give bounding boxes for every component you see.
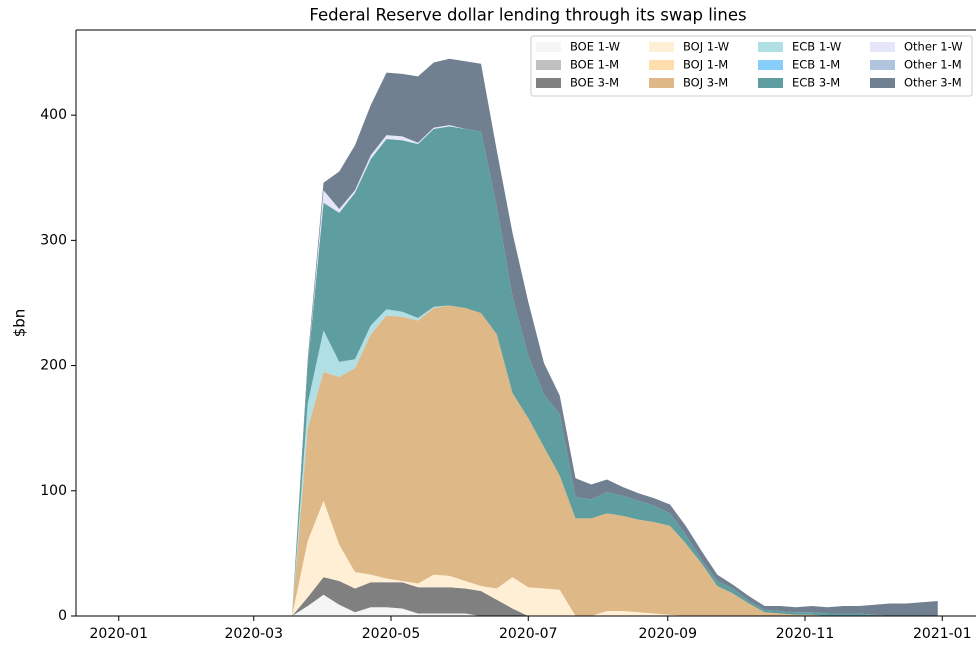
legend-swatch <box>758 78 783 88</box>
legend-swatch <box>870 60 895 70</box>
legend-swatch <box>536 78 561 88</box>
x-tick-label: 2020-07 <box>499 626 558 642</box>
legend-box <box>530 35 973 97</box>
x-tick-label: 2020-11 <box>776 626 835 642</box>
legend-label: Other 1-M <box>904 58 962 72</box>
legend-label: ECB 3-M <box>792 76 840 90</box>
legend-swatch <box>758 42 783 52</box>
x-tick-label: 2020-09 <box>639 626 698 642</box>
legend-label: Other 1-W <box>904 40 963 54</box>
x-tick-label: 2020-05 <box>362 626 421 642</box>
legend-swatch <box>536 42 561 52</box>
x-tick-label: 2020-01 <box>90 626 149 642</box>
y-tick-label: 0 <box>58 608 67 624</box>
y-tick-label: 100 <box>40 483 67 499</box>
legend-swatch <box>870 42 895 52</box>
x-tick-label: 2020-03 <box>225 626 284 642</box>
legend-swatch <box>758 60 783 70</box>
legend-swatch <box>649 42 674 52</box>
area <box>292 577 938 616</box>
y-axis-label: $bn <box>11 309 29 338</box>
area <box>292 126 938 616</box>
area <box>292 305 938 616</box>
y-tick-label: 300 <box>40 232 67 248</box>
y-tick-label: 400 <box>40 107 67 123</box>
legend-label: BOJ 1-W <box>683 40 729 54</box>
legend-label: BOJ 1-M <box>683 58 728 72</box>
legend-swatch <box>536 60 561 70</box>
legend-swatch <box>870 78 895 88</box>
legend-label: ECB 1-M <box>792 58 840 72</box>
legend-swatch <box>649 78 674 88</box>
chart-title: Federal Reserve dollar lending through i… <box>309 6 746 25</box>
legend-label: BOJ 3-M <box>683 76 728 90</box>
x-tick-label: 2021-01 <box>913 626 972 642</box>
y-tick-label: 200 <box>40 358 67 374</box>
legend-label: BOE 1-M <box>570 58 619 72</box>
legend-label: Other 3-M <box>904 76 962 90</box>
legend-label: BOE 3-M <box>570 76 619 90</box>
area <box>292 594 938 616</box>
area <box>292 500 938 616</box>
legend-label: ECB 1-W <box>792 40 841 54</box>
legend-label: BOE 1-W <box>570 40 620 54</box>
legend-swatch <box>649 60 674 70</box>
